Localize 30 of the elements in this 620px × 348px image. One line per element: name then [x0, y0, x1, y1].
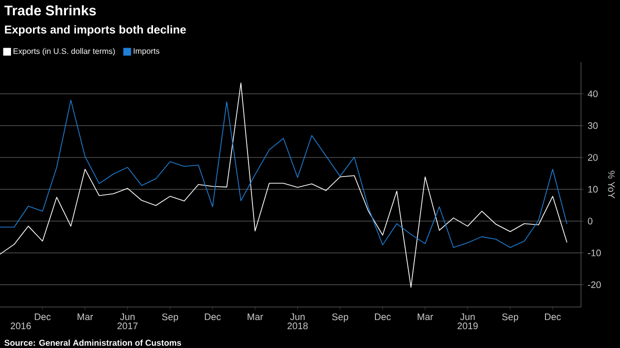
y-tick-label: 0 — [588, 218, 592, 224]
x-tick-label: Mar — [78, 314, 94, 320]
y-tick-label: 10 — [588, 186, 598, 193]
y-tick-label: 30 — [588, 122, 598, 129]
chart-title: Trade Shrinks — [4, 5, 96, 16]
y-axis-title: % YoY — [608, 170, 615, 198]
x2-tick-label: 2016 — [10, 322, 31, 330]
x-tick-label: Dec — [34, 314, 51, 320]
x-tick-label: Dec — [204, 314, 221, 320]
x-tick-label: Mar — [248, 314, 264, 320]
y-tick-label: -20 — [588, 281, 601, 288]
source-note: Source: General Administration of Customs — [4, 340, 182, 346]
line-series — [0, 82, 568, 288]
x-tick-label: Sep — [332, 314, 348, 322]
x2-tick-label: 2018 — [288, 322, 308, 330]
x-tick-label: Jun — [120, 314, 135, 320]
x-tick-label: Sep — [502, 314, 518, 322]
chart-subtitle: Exports and imports both decline — [4, 25, 186, 36]
x-tick-label: Mar — [418, 314, 434, 320]
x-tick-label: Jun — [290, 314, 305, 320]
x-tick-label: Dec — [374, 314, 391, 320]
x-tick-label: Jun — [460, 314, 475, 320]
x-tick-label: Dec — [545, 314, 561, 320]
y-tick-label: 40 — [588, 90, 598, 98]
x2-tick-label: 2019 — [458, 322, 478, 330]
line-series — [0, 100, 568, 248]
x2-tick-label: 2017 — [117, 322, 138, 330]
x-tick-label: Sep — [162, 314, 178, 322]
y-tick-label: -10 — [588, 250, 601, 256]
y-tick-label: 20 — [588, 154, 598, 161]
